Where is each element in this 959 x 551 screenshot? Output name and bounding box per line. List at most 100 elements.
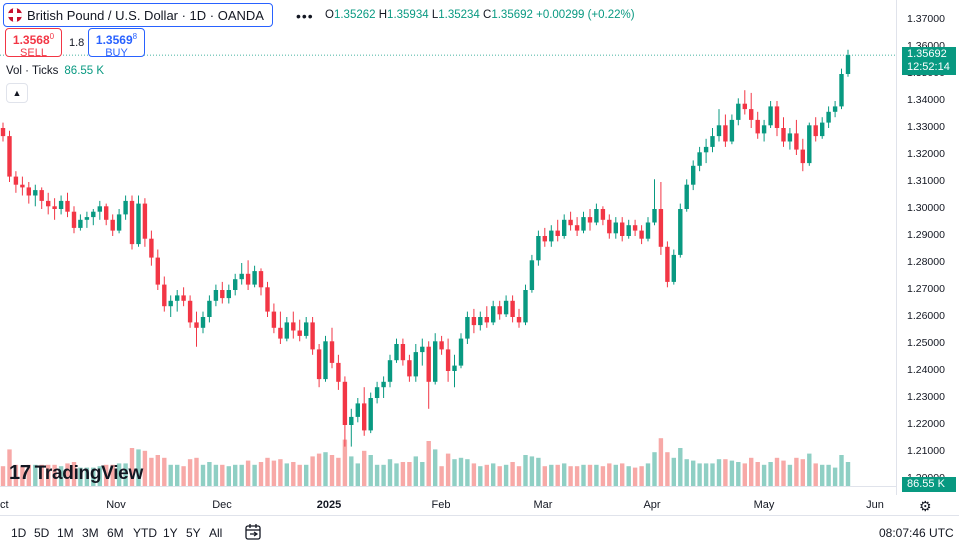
timeframe-button-all[interactable]: All <box>209 526 223 540</box>
price-tick-label: 1.22000 <box>907 418 945 430</box>
utc-clock[interactable]: 08:07:46 UTC <box>879 526 954 540</box>
time-tick-label: Apr <box>643 499 661 511</box>
price-tick-label: 1.25000 <box>907 337 945 349</box>
candle-body <box>110 219 115 231</box>
candle-body <box>536 236 541 261</box>
volume-bar <box>691 460 696 486</box>
candle-body <box>58 200 64 209</box>
candle-body <box>207 300 212 317</box>
candle-body <box>349 416 354 425</box>
candle-body <box>749 109 754 120</box>
timeframe-button-ytd[interactable]: YTD <box>133 526 157 540</box>
candle-body <box>39 190 44 201</box>
candle-body <box>478 317 483 326</box>
candle-body <box>542 236 547 242</box>
timeframe-button-5y[interactable]: 5Y <box>186 526 201 540</box>
candle-body <box>800 149 805 164</box>
candle-body <box>729 119 735 142</box>
candle-body <box>26 187 31 196</box>
timeframe-button-5d[interactable]: 5D <box>34 526 50 540</box>
candle-body <box>529 260 535 290</box>
timeframe-button-1m[interactable]: 1M <box>57 526 74 540</box>
volume-bar <box>445 453 451 486</box>
time-axis[interactable] <box>0 486 896 515</box>
volume-bar <box>20 466 25 486</box>
candle-body <box>607 219 612 234</box>
candle-body <box>807 125 812 164</box>
candle-body <box>491 306 496 323</box>
candle-body <box>820 122 825 137</box>
volume-bar <box>168 464 173 486</box>
timeframe-button-1d[interactable]: 1D <box>11 526 27 540</box>
candle-body <box>91 211 96 218</box>
time-tick-label: Mar <box>533 499 553 511</box>
sell-button[interactable]: 1.35680 SELL <box>5 28 62 59</box>
candle-body <box>691 165 696 185</box>
collapse-chevron-icon[interactable]: ▲ <box>6 83 28 103</box>
candle-body <box>794 133 799 150</box>
volume-bar <box>271 460 277 486</box>
timeframe-button-6m[interactable]: 6M <box>107 526 124 540</box>
volume-bar <box>149 457 154 486</box>
more-options-icon[interactable]: ••• <box>296 8 314 24</box>
price-axis[interactable]: 1.370001.360001.350001.340001.330001.320… <box>896 0 959 495</box>
volume-bar <box>304 464 309 486</box>
candle-body <box>736 103 741 120</box>
volume-bar <box>639 466 644 486</box>
timeframe-button-3m[interactable]: 3M <box>82 526 99 540</box>
candle-body <box>123 200 128 215</box>
volume-bar <box>678 448 683 486</box>
candle-body <box>297 330 302 336</box>
ohlc-values: O1.35262 H1.35934 L1.35234 C1.35692 +0.0… <box>325 9 635 21</box>
candle-body <box>33 190 38 196</box>
volume-bar <box>181 466 186 486</box>
volume-bar <box>26 464 31 486</box>
candle-body <box>194 322 199 328</box>
volume-bar <box>323 452 328 486</box>
volume-bar <box>336 457 341 486</box>
volume-legend[interactable]: Vol · Ticks 86.55 K <box>6 65 104 77</box>
volume-bar <box>297 464 302 486</box>
volume-bar <box>407 462 412 486</box>
price-tick-label: 1.28000 <box>907 256 945 268</box>
volume-bar <box>620 463 625 486</box>
symbol-legend[interactable]: British Pound / U.S. Dollar · 1D · OANDA <box>3 3 273 27</box>
candlestick-chart[interactable] <box>0 0 896 486</box>
time-tick-label: Dec <box>212 499 232 511</box>
candle-body <box>503 300 509 315</box>
candle-body <box>600 209 606 220</box>
candle-body <box>742 103 747 110</box>
volume-bar <box>529 456 535 486</box>
volume-bar <box>187 459 193 486</box>
timeframe-button-1y[interactable]: 1Y <box>163 526 178 540</box>
candle-body <box>129 200 135 245</box>
volume-bar <box>516 466 522 486</box>
candle-body <box>510 300 515 317</box>
candle-body <box>813 125 818 137</box>
candle-body <box>97 206 102 212</box>
volume-bar <box>536 457 541 486</box>
buy-button[interactable]: 1.35698 BUY <box>88 28 145 59</box>
volume-bar <box>71 462 77 486</box>
volume-bar <box>258 462 264 486</box>
volume-label: Vol · Ticks <box>6 65 59 77</box>
time-tick-label: ct <box>0 499 9 511</box>
candle-body <box>665 246 670 282</box>
candle-body <box>84 217 90 220</box>
candle-body <box>65 200 70 212</box>
candle-body <box>549 230 554 242</box>
date-range-calendar-icon[interactable] <box>244 523 262 541</box>
settings-gear-icon[interactable]: ⚙ <box>919 498 932 514</box>
candle-body <box>13 176 19 185</box>
price-tick-label: 1.33000 <box>907 121 945 133</box>
volume-bar <box>420 462 425 486</box>
candle-body <box>278 327 283 339</box>
candle-body <box>620 222 625 236</box>
volume-bar <box>755 462 760 486</box>
volume-bar <box>142 450 148 486</box>
candle-body <box>774 106 780 128</box>
symbol-title: British Pound / U.S. Dollar · 1D · OANDA <box>27 7 264 23</box>
price-tick-label: 1.27000 <box>907 283 945 295</box>
chart-area[interactable] <box>0 0 896 486</box>
volume-bar <box>478 466 483 486</box>
